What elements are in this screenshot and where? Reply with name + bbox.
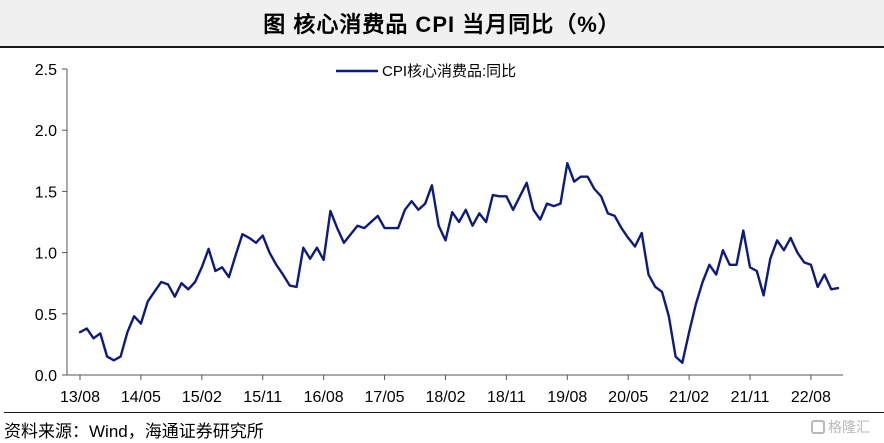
watermark: 格隆汇 [811, 417, 870, 437]
series-line-cpi-core [78, 161, 840, 364]
x-tick-label: 15/02 [182, 389, 222, 406]
x-tick-label: 18/11 [487, 389, 526, 406]
x-tick-label: 22/08 [791, 389, 831, 406]
y-tick-label: 2.5 [35, 62, 57, 79]
y-tick-label: 0.0 [35, 368, 57, 385]
x-tick-label: 14/05 [121, 389, 161, 406]
line-chart: 0.0 0.5 1.0 1.5 2.0 2.5 13/08 14/05 15/02 15/11 16… [35, 62, 843, 406]
y-tick-label: 1.5 [35, 184, 57, 201]
y-tick-label: 2.0 [35, 123, 57, 140]
x-tick-label: 19/08 [547, 389, 587, 406]
x-tick-label: 18/02 [425, 389, 465, 406]
x-tick-label: 20/05 [608, 389, 648, 406]
y-tick-label: 1.0 [35, 246, 57, 263]
x-tick-label: 17/05 [365, 389, 405, 406]
x-tick-label: 21/11 [731, 389, 770, 406]
legend-label: CPI核心消费品:同比 [382, 63, 516, 80]
watermark-text: 格隆汇 [828, 419, 870, 435]
x-tick-label: 13/08 [60, 389, 100, 406]
y-tick-label: 0.5 [35, 307, 57, 324]
source-note: 资料来源：Wind，海通证券研究所 [4, 412, 884, 442]
watermark-logo-icon [811, 420, 825, 434]
title-bar: 图 核心消费品 CPI 当月同比（%） [0, 0, 884, 48]
x-tick-label: 21/02 [669, 389, 709, 406]
x-tick-label: 15/11 [243, 389, 282, 406]
x-tick-label: 16/08 [304, 389, 344, 406]
chart-title: 图 核心消费品 CPI 当月同比（%） [263, 12, 621, 37]
